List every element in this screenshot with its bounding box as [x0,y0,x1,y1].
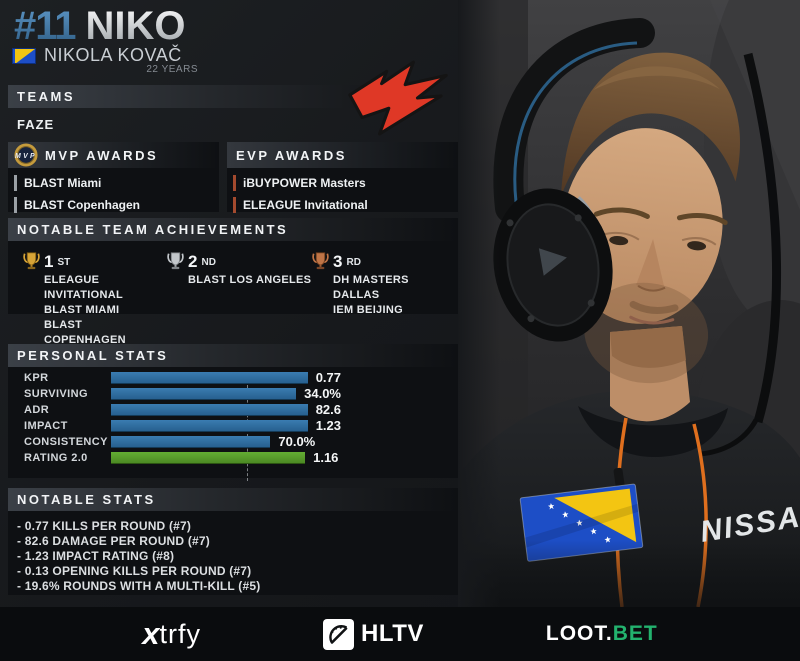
place-suffix: RD [346,257,361,268]
mvp-award-item: BLAST Copenhagen [14,197,146,213]
team-name: FAZE [17,117,55,132]
player-age: 22 YEARS [146,64,198,75]
player-header: #11 NIKO [14,4,186,49]
notable-stat-item: - 1.23 IMPACT RATING (#8) [17,549,175,563]
hltv-logo: HLTV [323,618,424,650]
mvp-medal-icon: MVP [14,143,38,167]
hltv-logo-text: HLTV [361,620,424,647]
hltv-gauge-icon [323,618,354,650]
faze-clan-logo-icon [348,60,448,136]
personal-stats-title: PERSONAL STATS [8,344,458,367]
stat-bar [111,436,271,447]
achievement-event: IEM BEIJING [333,304,403,316]
player-photo: NISSA [453,0,800,608]
notable-stat-item: - 0.77 KILLS PER ROUND (#7) [17,519,192,533]
player-real-name: NIKOLA KOVAČ [44,45,182,65]
notable-stat-item: - 19.6% ROUNDS WITH A MULTI-KILL (#5) [17,579,261,593]
lootbet-logo: LOOT. BET [546,622,658,646]
bronze-trophy-icon [312,252,329,270]
stat-label: RATING 2.0 [24,451,88,464]
stat-value: 1.16 [313,450,339,465]
achievements-title: NOTABLE TEAM ACHIEVEMENTS [8,218,458,241]
place-suffix: ND [201,257,216,268]
stat-bar [111,388,297,399]
lootbet-logo-bet: BET [612,622,658,645]
notable-stat-item: - 82.6 DAMAGE PER ROUND (#7) [17,534,210,548]
headphone-earcup [493,188,613,342]
evp-award-item: ELEAGUE Invitational [233,197,374,213]
player-rank: #11 [14,4,77,48]
mvp-awards-section: MVP MVP AWARDS BLAST Miami BLAST Copenha… [8,142,219,213]
notable-stat-item: - 0.13 OPENING KILLS PER ROUND (#7) [17,564,252,578]
stat-row: KPR 0.77 [24,370,458,385]
teams-section-title: TEAMS [8,85,458,108]
player-identity: NIKOLA KOVAČ [12,45,182,66]
stat-value: 70.0% [278,434,316,449]
player-nickname: NIKO [85,4,186,48]
stat-bar-rating [111,452,306,463]
xtrfy-logo-x: x [142,616,160,651]
stat-label: IMPACT [24,419,68,432]
achievement-event: DH MASTERS DALLAS [333,274,409,301]
place-number: 3 [333,252,343,271]
stat-row: ADR 82.6 [24,402,458,417]
stat-value: 82.6 [315,402,341,417]
notable-stats-section: NOTABLE STATS - 0.77 KILLS PER ROUND (#7… [8,488,458,595]
player-portrait-illustration: NISSA [453,0,800,608]
sponsor-footer: x trfy HLTV LOOT. BET [0,607,800,661]
personal-stats-chart: AVERAGE KPR 0.77 SURVIVING 34.0% ADR 82.… [8,370,458,481]
achievement-event: BLAST COPENHAGEN [44,319,126,346]
stat-bar [111,404,308,415]
achievement-event: ELEAGUE INVITATIONAL [44,274,123,301]
stat-value: 0.77 [315,370,341,385]
stat-value: 34.0% [304,386,341,401]
achievement-column-1st: 1 ST ELEAGUE INVITATIONAL BLAST MIAMI BL… [23,250,167,348]
achievement-column-2nd: 2 ND BLAST LOS ANGELES [167,250,312,348]
achievement-event: BLAST LOS ANGELES [188,274,312,286]
stat-bar [111,372,308,383]
stat-row: CONSISTENCY 70.0% [24,434,458,449]
lootbet-logo-loot: LOOT. [545,622,613,645]
xtrfy-logo-text: trfy [159,618,201,649]
evp-awards-section: EVP AWARDS iBUYPOWER Masters ELEAGUE Inv… [227,142,458,235]
stat-value: 1.23 [315,418,341,433]
personal-stats-section: PERSONAL STATS AVERAGE KPR 0.77 SURVIVIN… [8,344,458,481]
evp-award-item: iBUYPOWER Masters [233,175,372,191]
bosnia-herzegovina-flag-icon [12,47,36,64]
achievements-section: NOTABLE TEAM ACHIEVEMENTS 1 ST ELEAGUE I… [8,218,458,346]
gold-trophy-icon [23,252,40,270]
mvp-medal-text: MVP [15,153,37,160]
silver-trophy-icon [167,252,184,270]
stat-label: ADR [24,403,50,416]
mvp-award-item: BLAST Miami [14,175,107,191]
place-number: 1 [44,252,54,271]
achievement-event: BLAST MIAMI [44,304,120,316]
place-number: 2 [188,252,198,271]
average-marker-line [246,385,248,481]
mvp-awards-title: MVP AWARDS [45,147,159,163]
notable-stats-title: NOTABLE STATS [8,488,458,511]
stat-label: KPR [24,371,49,384]
stat-label: CONSISTENCY [24,435,108,448]
evp-awards-title: EVP AWARDS [236,147,347,163]
teams-section: TEAMS FAZE [8,85,458,132]
xtrfy-logo: x trfy [142,616,201,652]
stat-row: IMPACT 1.23 [24,418,458,433]
stat-label: SURVIVING [24,387,88,400]
stat-row: RATING 2.0 1.16 [24,450,458,465]
stat-row: SURVIVING 34.0% [24,386,458,401]
stat-bar [111,420,308,431]
place-suffix: ST [57,257,71,268]
achievement-column-3rd: 3 RD DH MASTERS DALLAS IEM BEIJING [312,250,458,348]
